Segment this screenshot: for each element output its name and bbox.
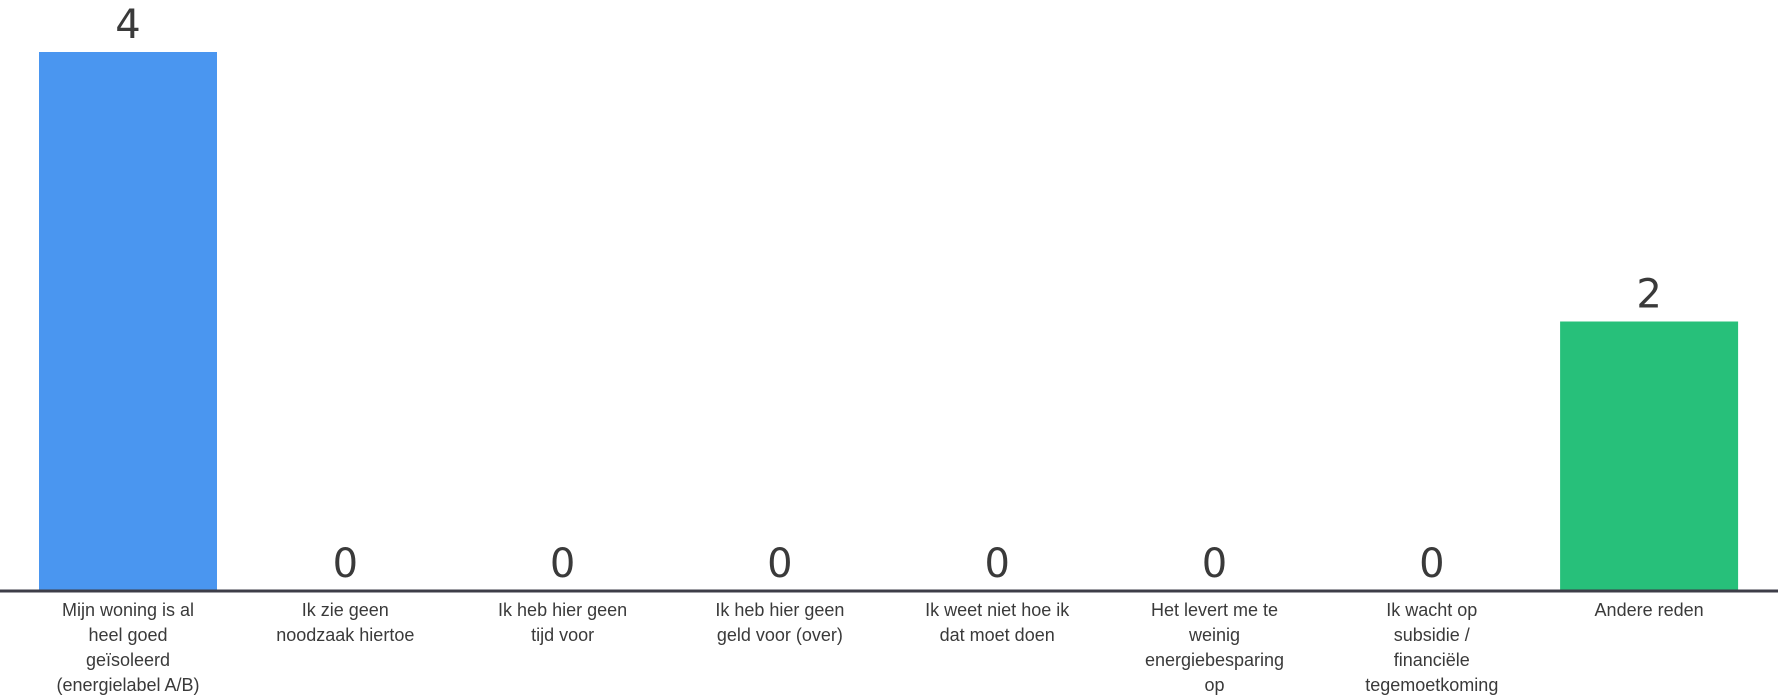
- bar-8: [1560, 321, 1739, 591]
- x-tick-label-3-line-1: Ik heb hier geen: [498, 600, 627, 620]
- x-tick-label-6-line-2: weinig: [1188, 625, 1240, 645]
- data-label-8: 2: [1636, 272, 1661, 318]
- x-tick-label-6-line-1: Het levert me te: [1151, 600, 1278, 620]
- x-tick-label-7-line-1: Ik wacht op: [1386, 600, 1477, 620]
- x-tick-label-2-line-2: noodzaak hiertoe: [276, 625, 414, 645]
- x-tick-label-7: Ik wacht op subsidie / financiële tegemoetk…: [1365, 600, 1498, 695]
- data-label-6: 0: [1202, 541, 1227, 587]
- data-label-7: 0: [1419, 541, 1444, 587]
- data-label-4: 0: [767, 541, 792, 587]
- x-tick-label-8: Andere reden: [1595, 600, 1704, 620]
- x-tick-label-4-line-1: Ik heb hier geen: [715, 600, 844, 620]
- data-label-1: 4: [115, 2, 140, 48]
- bars-group: [39, 52, 1739, 591]
- x-tick-label-5-line-1: Ik weet niet hoe ik: [925, 600, 1070, 620]
- x-tick-label-1: Mijn woning is al heel goed geïsoleerd (ene…: [56, 600, 199, 695]
- x-tick-label-1-line-4: (energielabel A/B): [56, 675, 199, 695]
- bar-1: [39, 52, 217, 591]
- x-tick-label-6-line-3: energiebesparing: [1145, 650, 1284, 670]
- x-tick-label-4-line-2: geld voor (over): [717, 625, 843, 645]
- data-label-2: 0: [333, 541, 358, 587]
- x-tick-label-7-line-3: financiële: [1394, 650, 1470, 670]
- x-tick-label-2: Ik zie geen noodzaak hiertoe: [276, 600, 414, 645]
- data-label-5: 0: [984, 541, 1009, 587]
- data-label-3: 0: [550, 541, 575, 587]
- x-tick-labels-group: Mijn woning is al heel goed geïsoleerd (ene…: [56, 600, 1703, 695]
- x-tick-label-8-line-1: Andere reden: [1595, 600, 1704, 620]
- x-tick-label-2-line-1: Ik zie geen: [302, 600, 389, 620]
- value-labels-group: 4 0 0 0 0 0 0 2: [115, 2, 1662, 587]
- x-tick-label-4: Ik heb hier geen geld voor (over): [715, 600, 844, 645]
- x-tick-label-7-line-4: tegemoetkoming: [1365, 675, 1498, 695]
- x-tick-label-6: Het levert me te weinig energiebesparing op: [1145, 600, 1284, 695]
- x-tick-label-7-line-2: subsidie /: [1394, 625, 1470, 645]
- x-tick-label-6-line-4: op: [1204, 675, 1224, 695]
- x-tick-label-1-line-2: heel goed: [88, 625, 167, 645]
- x-tick-label-1-line-3: geïsoleerd: [86, 650, 170, 670]
- x-tick-label-5: Ik weet niet hoe ik dat moet doen: [925, 600, 1070, 645]
- x-tick-label-5-line-2: dat moet doen: [940, 625, 1055, 645]
- x-tick-label-3: Ik heb hier geen tijd voor: [498, 600, 627, 645]
- x-tick-label-3-line-2: tijd voor: [531, 625, 594, 645]
- x-tick-label-1-line-1: Mijn woning is al: [62, 600, 194, 620]
